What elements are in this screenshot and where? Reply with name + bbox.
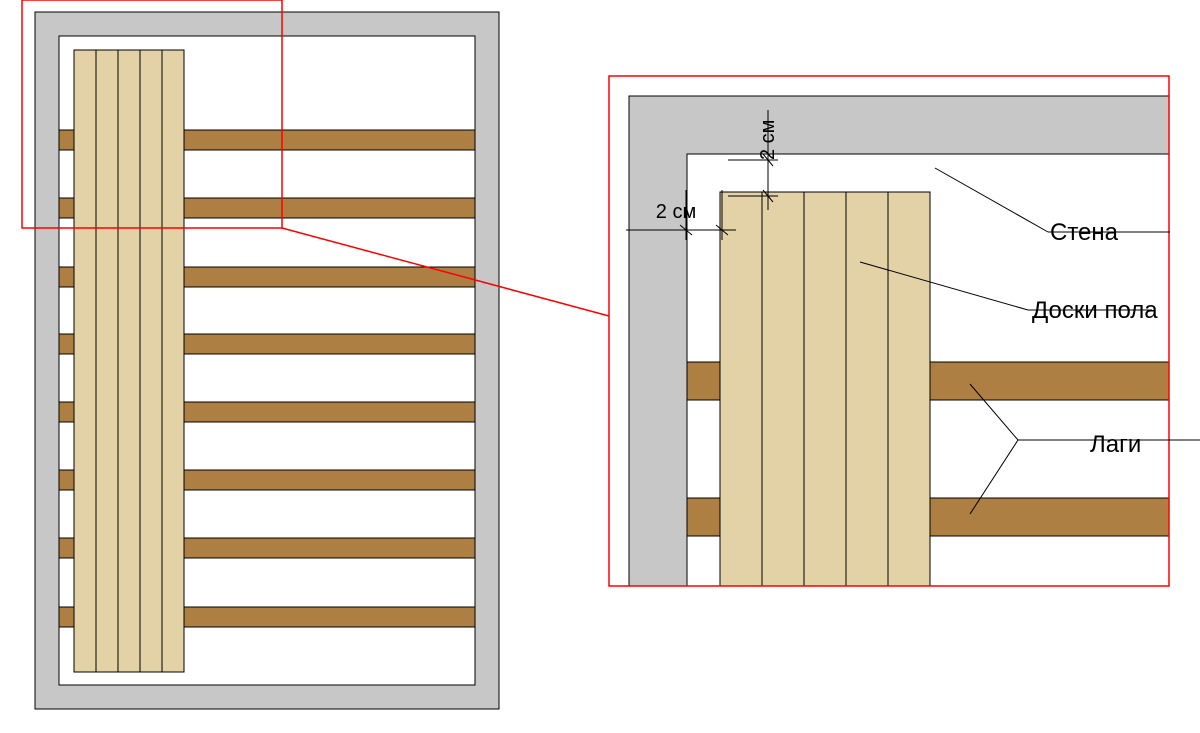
joist [184, 470, 475, 490]
detail-view [629, 96, 1200, 714]
label-text: Доски пола [1032, 297, 1158, 324]
joist [184, 538, 475, 558]
floor-board [162, 50, 184, 672]
floor-board [720, 192, 762, 612]
joist [184, 402, 475, 422]
floor-board [74, 50, 96, 672]
floor-board [96, 50, 118, 672]
joist [930, 498, 1200, 536]
floor-board [888, 192, 930, 612]
joist [930, 362, 1200, 400]
floor-construction-diagram: 2 см 2 см Стена Доски пола Лаги [0, 0, 1200, 733]
overview-plan [22, 0, 499, 709]
dimension-label: 2 см [757, 120, 779, 160]
floor-board [140, 50, 162, 672]
floor-board [846, 192, 888, 612]
joist [184, 334, 475, 354]
floor-board [118, 50, 140, 672]
floor-board [804, 192, 846, 612]
floor-board [762, 192, 804, 612]
joist [184, 267, 475, 287]
label-text: Лаги [1090, 431, 1141, 458]
dimension-label: 2 см [656, 201, 696, 223]
joist [184, 198, 475, 218]
label-text: Стена [1050, 219, 1119, 246]
joist [184, 130, 475, 150]
joist [184, 607, 475, 627]
